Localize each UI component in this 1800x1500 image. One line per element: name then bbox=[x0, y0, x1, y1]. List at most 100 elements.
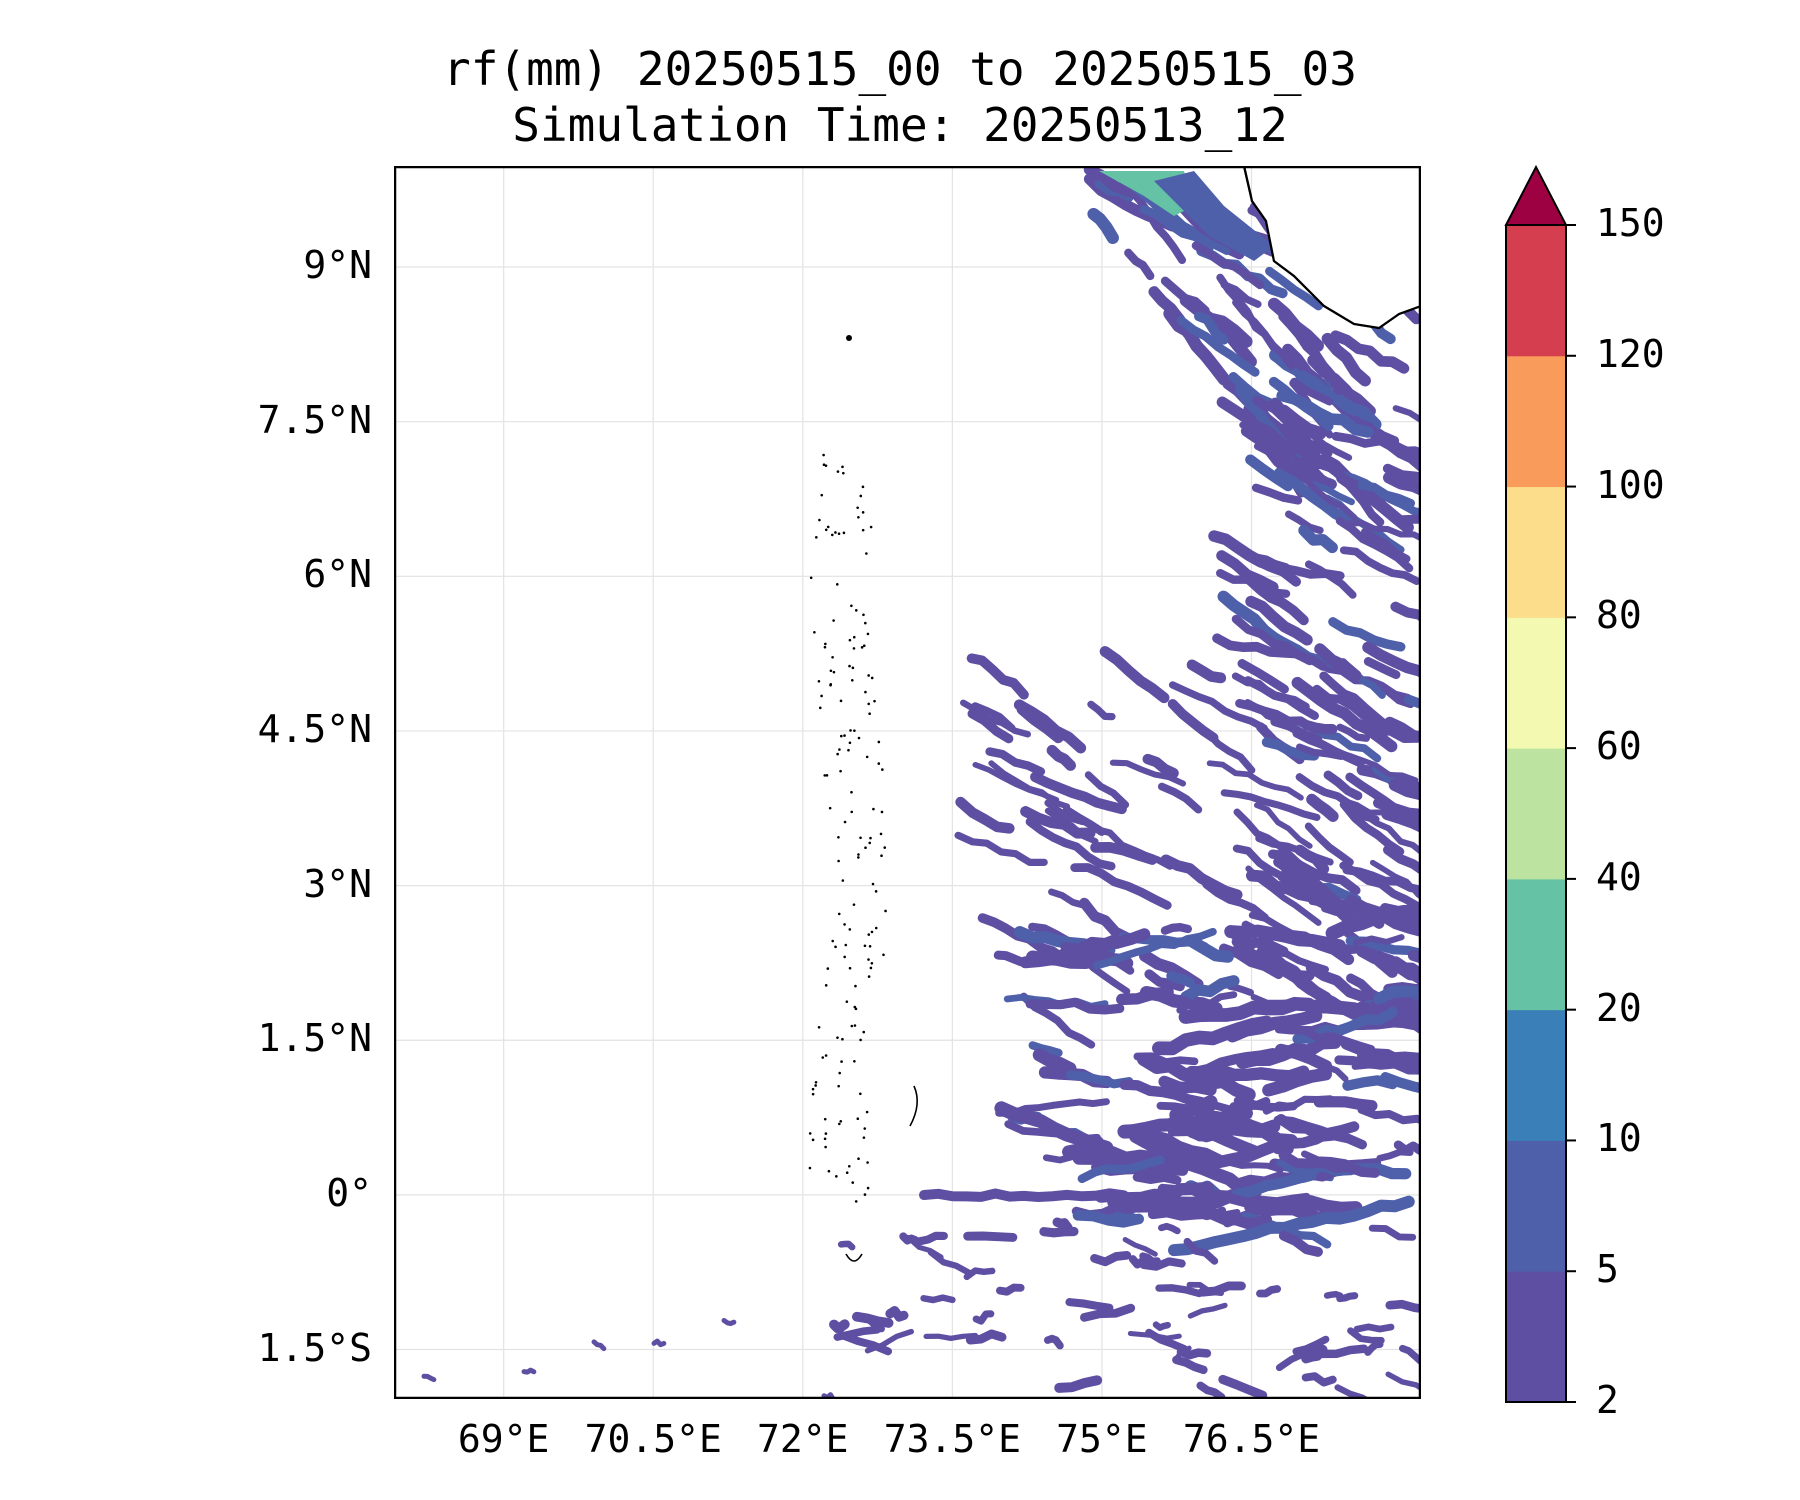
rain-streak bbox=[1233, 937, 1268, 954]
rain-streak bbox=[1077, 1155, 1165, 1184]
x-tick-label: 69°E bbox=[457, 1417, 550, 1461]
rain-streak bbox=[1046, 744, 1076, 771]
rain-streak bbox=[421, 1373, 437, 1383]
rain-streak bbox=[1004, 1120, 1101, 1144]
rain-streak bbox=[1339, 800, 1405, 856]
island-dot bbox=[829, 669, 833, 673]
rain-streak bbox=[963, 1231, 1018, 1242]
rain-streak bbox=[833, 1325, 881, 1341]
island-dot bbox=[817, 679, 821, 683]
rain-streak bbox=[521, 1367, 537, 1375]
island-dot bbox=[841, 1037, 844, 1041]
rain-streak bbox=[1166, 970, 1196, 988]
rain-streak bbox=[1048, 888, 1087, 909]
island-dot bbox=[811, 1092, 815, 1096]
island-dot bbox=[837, 912, 841, 916]
rain-streak bbox=[919, 1188, 1129, 1203]
colorbar-tick-label: 40 bbox=[1596, 854, 1642, 899]
rain-streak bbox=[1253, 442, 1301, 474]
island-dot bbox=[866, 1161, 869, 1164]
rain-streak bbox=[1284, 510, 1324, 535]
rain-streak bbox=[1206, 760, 1304, 801]
island-dot bbox=[877, 762, 881, 765]
island-dot bbox=[869, 966, 873, 970]
island-dot bbox=[848, 966, 852, 970]
island-dot bbox=[834, 531, 837, 534]
island-dot bbox=[863, 1127, 867, 1130]
colorbar-frame bbox=[1505, 224, 1567, 1403]
rain-streak bbox=[885, 1306, 909, 1322]
rain-streak bbox=[1271, 408, 1353, 461]
rain-streak bbox=[1084, 771, 1130, 809]
island-dot bbox=[835, 583, 839, 586]
island-dot bbox=[880, 810, 884, 814]
island-dot bbox=[838, 1071, 841, 1075]
figure-subtitle: Simulation Time: 20250513_12 bbox=[512, 98, 1288, 152]
india-coastline-edge bbox=[1242, 166, 1421, 330]
island-dot bbox=[850, 790, 853, 794]
rain-streak bbox=[1185, 935, 1234, 963]
rain-streak bbox=[1323, 1290, 1344, 1299]
rain-streak bbox=[1026, 949, 1076, 966]
rain-streak bbox=[1190, 1048, 1279, 1078]
x-tick-label: 73.5°E bbox=[883, 1417, 1021, 1461]
rain-streak bbox=[1273, 467, 1353, 525]
rain-streak bbox=[1030, 771, 1127, 815]
rain-streak bbox=[1144, 969, 1185, 992]
colorbar-segment bbox=[1506, 878, 1566, 1011]
y-tick-label: 3°N bbox=[303, 861, 372, 906]
island-dot bbox=[841, 465, 844, 469]
island-dot bbox=[840, 734, 843, 738]
rain-streak bbox=[1196, 1381, 1226, 1399]
island-dot bbox=[824, 984, 828, 987]
rain-streak bbox=[1235, 699, 1318, 733]
rain-streak bbox=[1254, 802, 1313, 849]
island-dot bbox=[823, 645, 827, 649]
y-tick-label: 9°N bbox=[303, 243, 372, 288]
colorbar-segment bbox=[1506, 1009, 1566, 1141]
colorbar-tick-label: 60 bbox=[1596, 724, 1642, 769]
rain-streak bbox=[1072, 1209, 1144, 1228]
island-dot bbox=[825, 774, 829, 777]
island-dot bbox=[867, 933, 871, 936]
colorbar-tick-label: 20 bbox=[1596, 985, 1642, 1030]
rain-streak bbox=[1284, 857, 1348, 909]
rain-streak bbox=[1158, 1222, 1181, 1235]
rain-streak bbox=[1301, 1372, 1337, 1387]
island-dot bbox=[826, 967, 830, 970]
island-dot bbox=[856, 506, 859, 510]
rain-streak bbox=[1167, 698, 1219, 743]
island-dot bbox=[865, 552, 868, 555]
island-dot bbox=[867, 702, 871, 706]
island-dot bbox=[850, 810, 854, 814]
rain-streak bbox=[1369, 996, 1421, 1014]
rain-streak bbox=[1339, 546, 1421, 585]
rain-streak bbox=[1192, 1103, 1299, 1148]
island-dot bbox=[814, 1080, 818, 1084]
island-dot bbox=[808, 1132, 812, 1135]
island-dot bbox=[846, 335, 852, 341]
rain-streak bbox=[651, 1338, 667, 1348]
rain-streak bbox=[1323, 770, 1363, 801]
rain-streak bbox=[1280, 464, 1358, 521]
rain-streak bbox=[1178, 996, 1316, 1024]
rain-streak bbox=[927, 1249, 972, 1276]
rain-streak bbox=[1250, 994, 1338, 1012]
rain-streak bbox=[1090, 1251, 1132, 1267]
rain-streak bbox=[1330, 330, 1410, 374]
island-dot bbox=[848, 928, 852, 931]
island-dot bbox=[840, 1060, 843, 1063]
rain-streak bbox=[955, 796, 1015, 834]
island-dot bbox=[874, 890, 878, 893]
rain-streak bbox=[1187, 1302, 1228, 1319]
island-dot bbox=[832, 670, 836, 674]
island-dot bbox=[845, 1171, 849, 1175]
island-dot bbox=[835, 1175, 838, 1178]
rain-streak bbox=[923, 1332, 979, 1341]
colorbar-tick-label: 100 bbox=[1596, 462, 1665, 507]
island-dot bbox=[867, 975, 871, 978]
y-tick-label: 0° bbox=[326, 1170, 372, 1215]
island-dot bbox=[836, 470, 840, 473]
atoll bbox=[909, 1085, 918, 1127]
island-dot bbox=[857, 736, 861, 740]
